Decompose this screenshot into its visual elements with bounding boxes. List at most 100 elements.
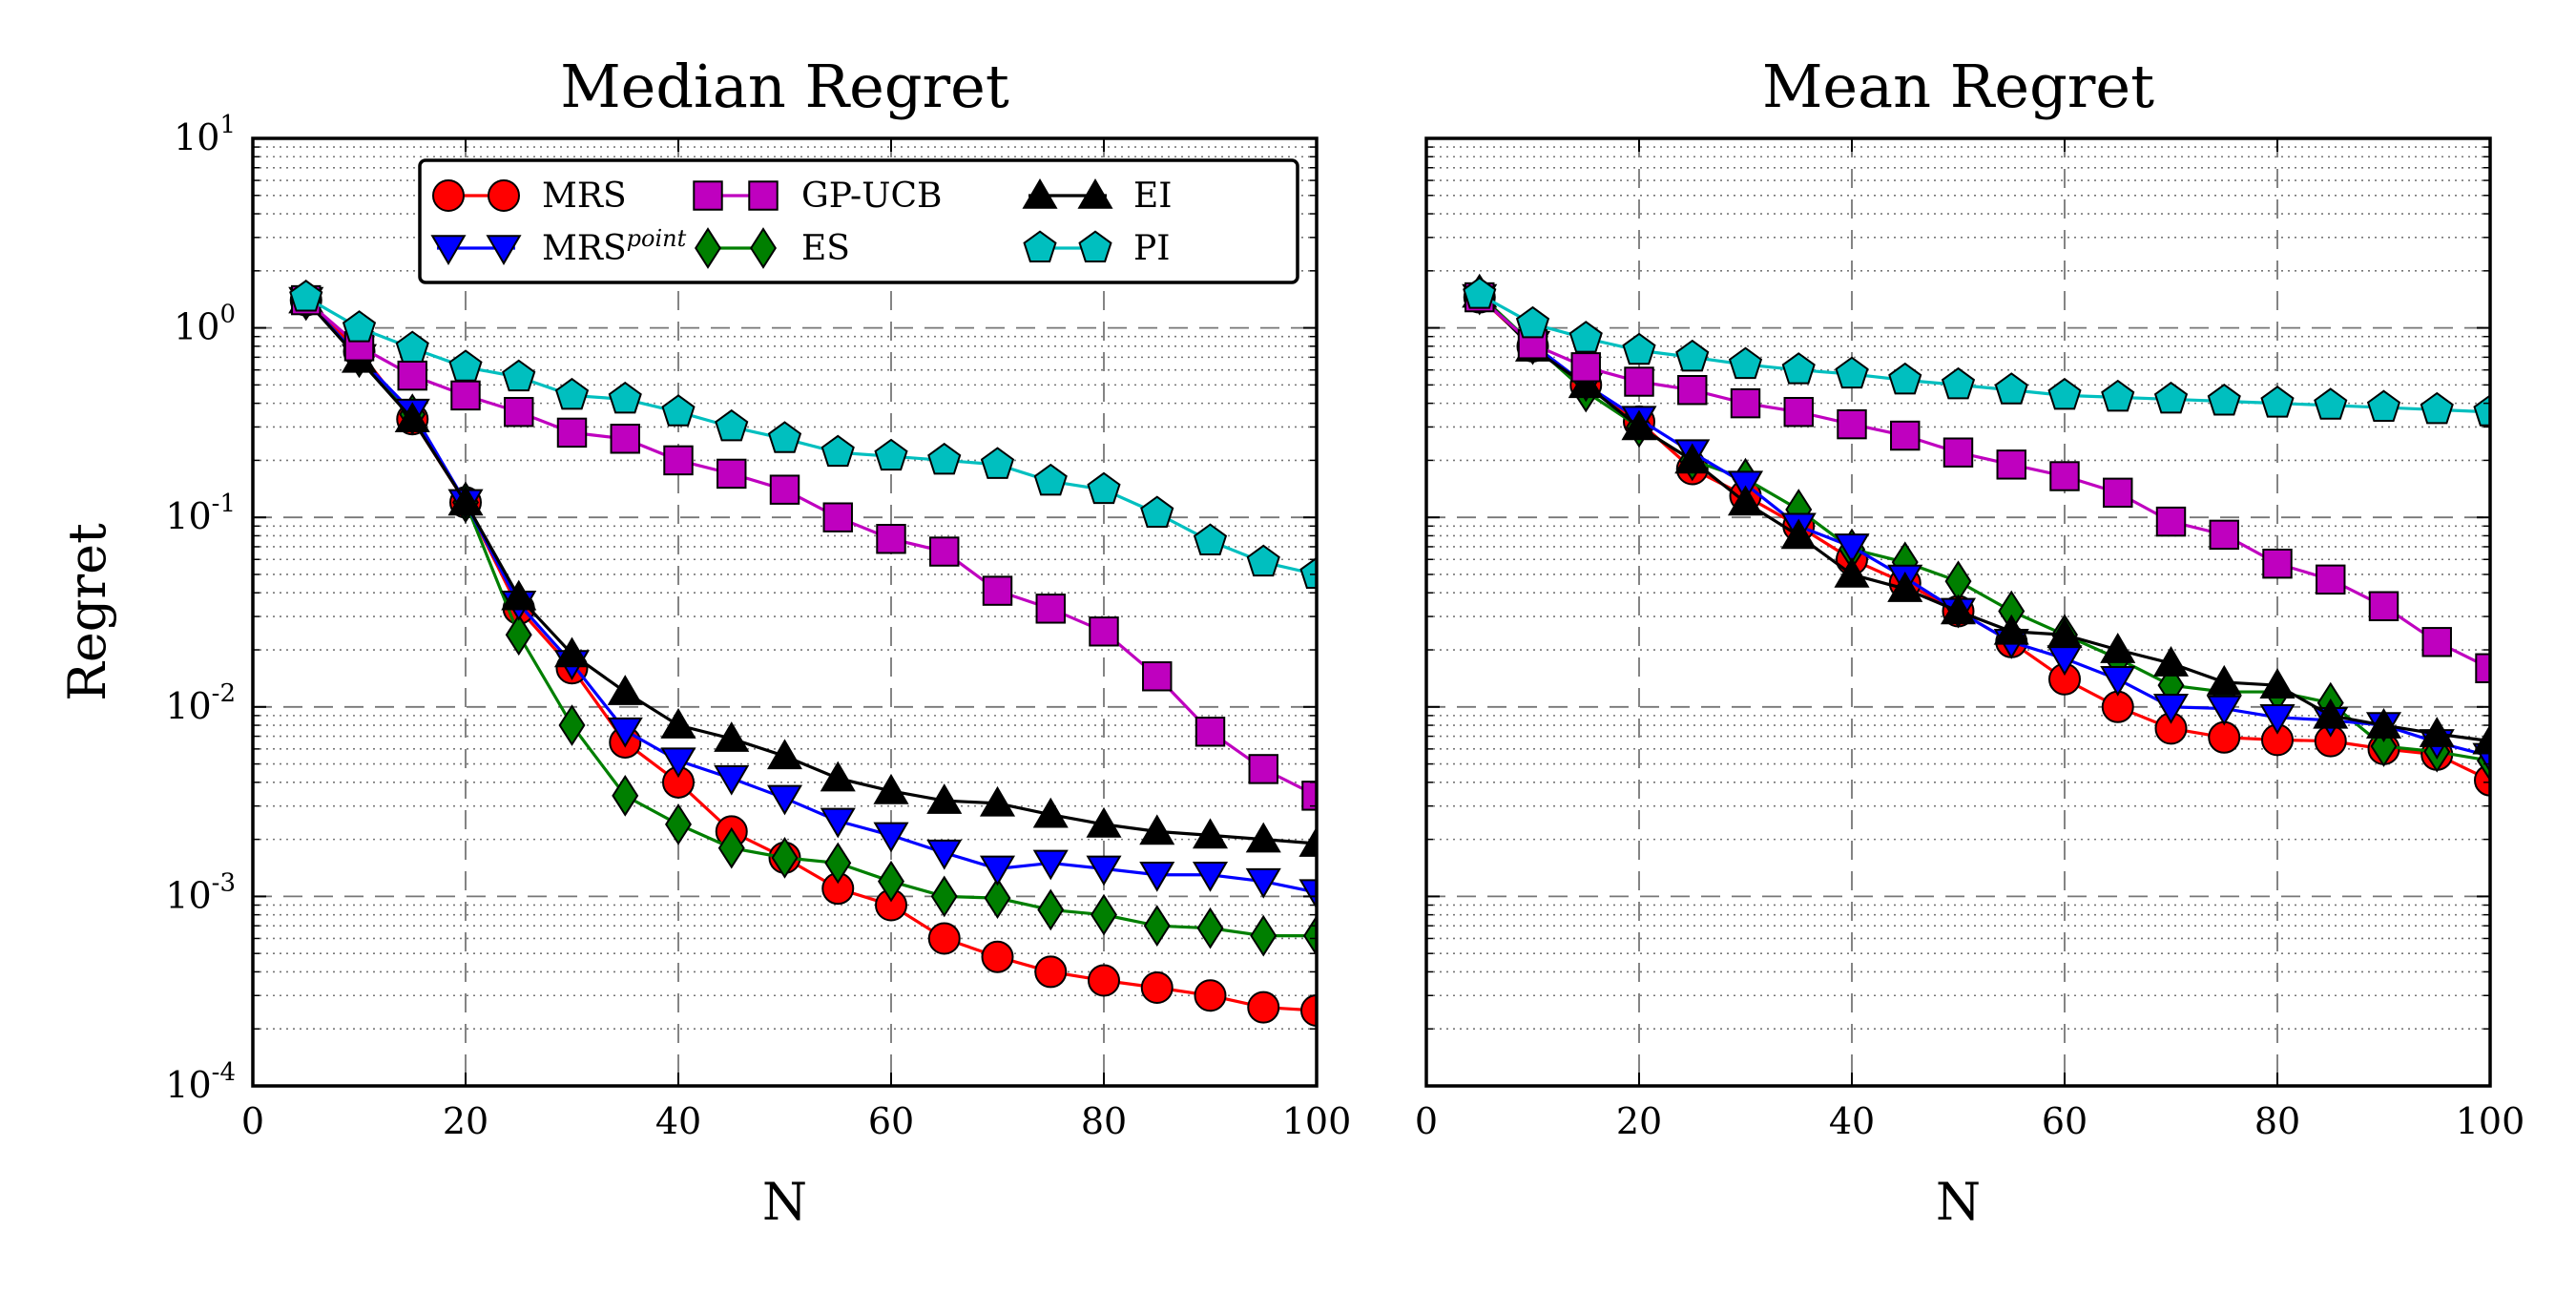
data-point — [1089, 616, 1119, 647]
x-tick-label: 0 — [1415, 1100, 1438, 1142]
data-point — [2365, 708, 2402, 739]
data-point — [1298, 826, 1317, 857]
plot-frame — [251, 136, 1319, 1088]
data-point — [929, 536, 960, 567]
legend-label-superscript: point — [627, 225, 687, 252]
legend-marker — [1023, 230, 1057, 262]
x-tick-label: 60 — [868, 1100, 914, 1142]
legend-label: MRSpoint — [542, 225, 687, 268]
data-point — [2259, 668, 2296, 699]
legend-marker — [750, 227, 777, 269]
data-point — [1034, 955, 1068, 989]
data-point — [2420, 391, 2454, 425]
legend-marker — [693, 180, 723, 211]
data-point — [2100, 633, 2136, 663]
data-point — [927, 922, 961, 955]
data-point — [448, 349, 483, 382]
data-point — [771, 837, 799, 879]
data-point — [1568, 321, 1603, 353]
data-point — [1463, 277, 1497, 309]
data-point — [714, 764, 750, 796]
data-point — [607, 717, 643, 748]
plot-frame — [1424, 136, 2492, 1088]
data-point — [2206, 664, 2242, 696]
series-ei — [1462, 277, 2490, 755]
x-tick-label: 40 — [1829, 1100, 1875, 1142]
data-point — [717, 458, 747, 490]
data-point — [1301, 781, 1317, 811]
legend-item: MRSpoint — [430, 225, 687, 268]
data-point — [1086, 855, 1122, 886]
data-point — [607, 675, 643, 705]
y-tick-exponent: 1 — [219, 111, 236, 139]
data-point — [1037, 888, 1065, 931]
data-point — [2260, 386, 2295, 418]
data-point — [2206, 695, 2242, 726]
ticks: 0 20 40 60 80 100 — [1415, 137, 2524, 1142]
data-point — [2475, 653, 2490, 683]
legend-marker — [432, 179, 465, 212]
legend-marker — [1022, 178, 1058, 209]
data-point — [289, 280, 323, 312]
data-point — [1674, 443, 1711, 474]
data-point — [822, 502, 853, 532]
x-tick-label: 80 — [1081, 1100, 1127, 1142]
data-point — [553, 636, 591, 668]
data-point — [2421, 627, 2452, 657]
legend-marker — [1078, 230, 1112, 262]
data-point — [926, 783, 963, 814]
data-point — [2368, 591, 2399, 621]
data-point — [1194, 979, 1227, 1012]
data-point — [2207, 383, 2241, 416]
data-point — [873, 822, 909, 853]
y-axis-title: Regret — [57, 523, 117, 701]
x-tick-label: 20 — [1616, 1100, 1662, 1142]
data-point — [612, 774, 639, 817]
data-point — [1298, 879, 1317, 910]
y-tick-base: 10 — [174, 306, 219, 348]
data-point — [1139, 861, 1175, 892]
legend-item: MRS — [432, 177, 627, 216]
data-point — [2047, 377, 2082, 410]
series-es — [1465, 273, 2490, 782]
y-tick-label: 100 — [174, 301, 236, 348]
legend-frame — [418, 158, 1299, 284]
data-point — [1783, 396, 1814, 428]
x-axis-title: N — [1936, 1172, 1981, 1232]
legend-item: GP-UCB — [693, 177, 943, 216]
data-point — [1727, 485, 1764, 516]
data-point — [1299, 556, 1317, 589]
legend-label: GP-UCB — [801, 177, 943, 216]
data-point — [1245, 822, 1281, 853]
y-tick-exponent: -3 — [212, 868, 236, 897]
panel-2: 0 20 40 60 80 100 Mean Regret N — [1415, 52, 2524, 1232]
data-point — [766, 784, 803, 816]
data-point — [717, 826, 745, 869]
data-point — [2101, 379, 2135, 412]
data-point — [1941, 366, 1976, 400]
data-point — [876, 524, 906, 554]
data-point — [824, 842, 852, 885]
legend-marker — [430, 235, 467, 265]
series-es — [292, 279, 1317, 957]
data-point — [1087, 471, 1121, 505]
data-point — [767, 421, 802, 453]
series-line — [1478, 296, 2490, 758]
legend-label: ES — [801, 229, 850, 268]
y-tick-base: 10 — [165, 685, 211, 727]
data-point — [554, 377, 590, 410]
data-point — [2313, 698, 2349, 729]
legend-item: PI — [1023, 229, 1170, 268]
data-point — [820, 761, 856, 792]
data-point — [2472, 723, 2490, 755]
data-point — [610, 424, 640, 454]
data-point — [1032, 797, 1069, 828]
data-point — [2152, 646, 2190, 677]
x-tick-label: 60 — [2042, 1100, 2088, 1142]
data-point — [504, 396, 534, 428]
plot-area — [288, 279, 1317, 1027]
legend-marker — [1077, 178, 1113, 209]
data-point — [1621, 409, 1657, 441]
data-point — [2046, 617, 2083, 649]
data-point — [2049, 461, 2080, 491]
